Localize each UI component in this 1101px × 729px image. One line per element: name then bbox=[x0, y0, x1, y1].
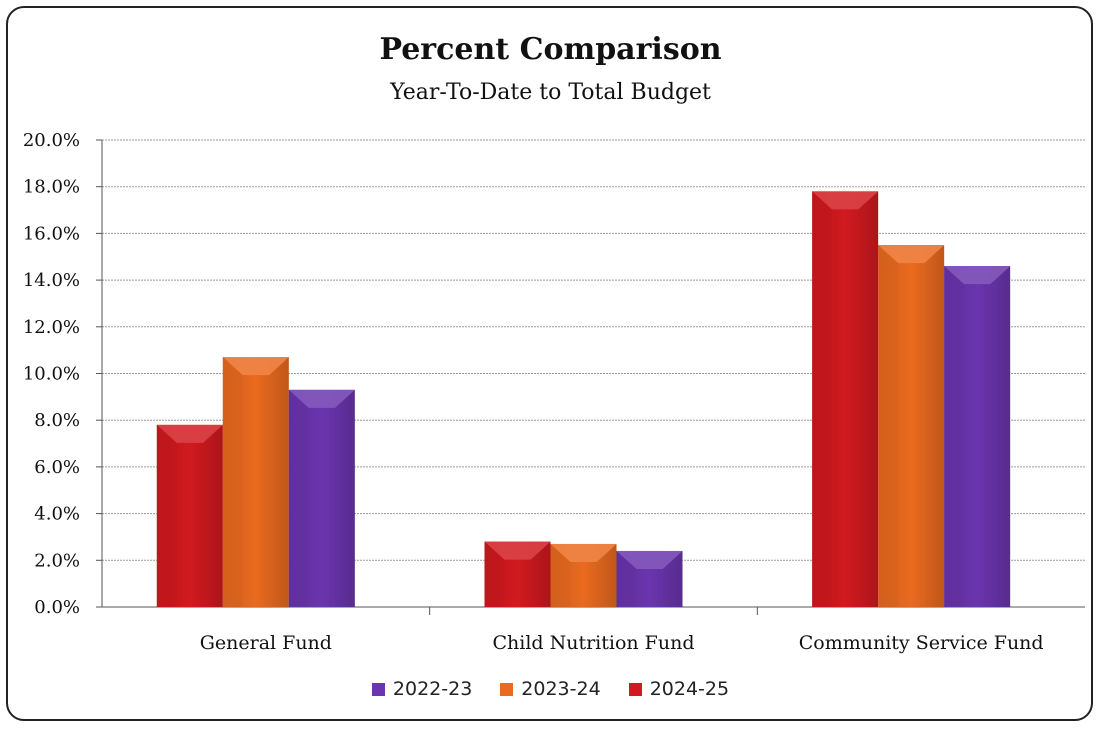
chart-subtitle: Year-To-Date to Total Budget bbox=[390, 80, 711, 105]
legend-item: 2023-24 bbox=[500, 678, 601, 700]
y-tick-label: 10.0% bbox=[23, 364, 80, 385]
bar bbox=[288, 389, 355, 607]
y-tick-labels: 0.0% 2.0% 4.0% 6.0% 8.0% 10.0% 12.0% 14.0% 16.0%… bbox=[23, 130, 80, 618]
legend-swatch bbox=[371, 683, 385, 696]
bar bbox=[156, 424, 223, 607]
bar bbox=[616, 550, 683, 607]
y-tick-label: 8.0% bbox=[34, 410, 80, 431]
legend-label: 2024-25 bbox=[649, 678, 730, 700]
x-tick-labels: General Fund Child Nutrition Fund Communit… bbox=[200, 632, 1044, 654]
bar bbox=[484, 541, 551, 607]
y-tick-label: 20.0% bbox=[23, 130, 80, 151]
y-tick-label: 14.0% bbox=[23, 270, 80, 291]
bars bbox=[156, 191, 1011, 607]
y-tick-label: 6.0% bbox=[34, 457, 80, 478]
bar bbox=[878, 245, 945, 607]
y-tick-label: 18.0% bbox=[23, 177, 80, 198]
bar bbox=[944, 266, 1011, 607]
legend: 2022-23 2023-24 2024-25 bbox=[0, 678, 1101, 700]
y-tick-label: 2.0% bbox=[34, 550, 80, 571]
legend-label: 2023-24 bbox=[521, 678, 601, 700]
legend-label: 2022-23 bbox=[392, 678, 473, 700]
legend-swatch bbox=[628, 683, 642, 696]
bar bbox=[550, 543, 617, 607]
legend-item: 2024-25 bbox=[628, 678, 730, 700]
bar bbox=[812, 191, 879, 607]
y-tick-label: 16.0% bbox=[23, 223, 80, 244]
legend-item: 2022-23 bbox=[371, 678, 473, 700]
x-tick-label: Child Nutrition Fund bbox=[492, 632, 694, 654]
y-tick-label: 4.0% bbox=[34, 504, 80, 525]
chart-title: Percent Comparison bbox=[379, 32, 722, 67]
y-tick-label: 12.0% bbox=[23, 317, 80, 338]
x-tick-label: General Fund bbox=[200, 632, 332, 654]
legend-swatch bbox=[500, 683, 514, 696]
x-tick-label: Community Service Fund bbox=[799, 632, 1044, 654]
bar bbox=[222, 357, 289, 607]
y-tick-label: 0.0% bbox=[34, 597, 80, 618]
